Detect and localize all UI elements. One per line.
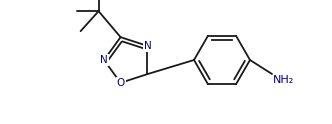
Text: N: N (143, 41, 151, 51)
Text: NH₂: NH₂ (273, 75, 294, 85)
Text: O: O (117, 78, 125, 88)
Text: N: N (100, 55, 108, 65)
